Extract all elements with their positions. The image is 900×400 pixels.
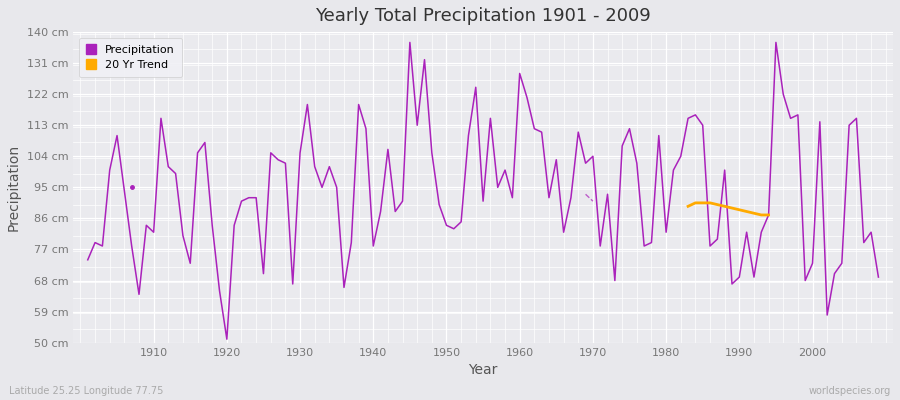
Legend: Precipitation, 20 Yr Trend: Precipitation, 20 Yr Trend xyxy=(78,38,182,77)
X-axis label: Year: Year xyxy=(468,363,498,377)
Title: Yearly Total Precipitation 1901 - 2009: Yearly Total Precipitation 1901 - 2009 xyxy=(315,7,651,25)
Text: Latitude 25.25 Longitude 77.75: Latitude 25.25 Longitude 77.75 xyxy=(9,386,164,396)
Y-axis label: Precipitation: Precipitation xyxy=(7,144,21,231)
Text: worldspecies.org: worldspecies.org xyxy=(809,386,891,396)
